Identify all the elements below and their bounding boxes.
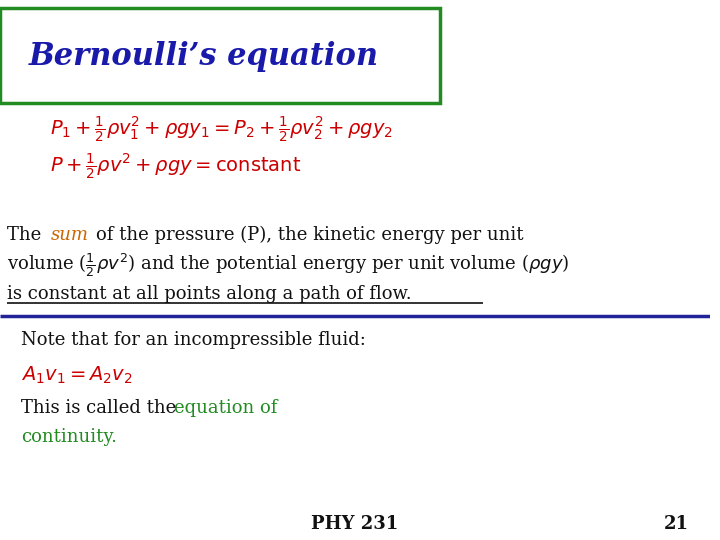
Text: $P+\frac{1}{2}\rho v^2+\rho g y=\mathrm{constant}$: $P+\frac{1}{2}\rho v^2+\rho g y=\mathrm{… <box>50 152 301 183</box>
Text: This is called the: This is called the <box>22 399 182 417</box>
Text: $P_1+\frac{1}{2}\rho v_1^2+\rho g y_1= P_2+\frac{1}{2}\rho v_2^2+\rho g y_2$: $P_1+\frac{1}{2}\rho v_1^2+\rho g y_1= P… <box>50 114 393 145</box>
Text: Bernoulli’s equation: Bernoulli’s equation <box>28 41 379 72</box>
Text: is constant at all points along a path of flow.: is constant at all points along a path o… <box>7 285 412 303</box>
Text: Note that for an incompressible fluid:: Note that for an incompressible fluid: <box>22 331 366 349</box>
Text: $A_1v_1=A_2v_2$: $A_1v_1=A_2v_2$ <box>22 364 133 386</box>
Text: volume ($\frac{1}{2}\rho v^2$) and the potential energy per unit volume ($\rho g: volume ($\frac{1}{2}\rho v^2$) and the p… <box>7 251 570 279</box>
FancyBboxPatch shape <box>0 8 440 103</box>
Text: 21: 21 <box>664 515 689 533</box>
Text: sum: sum <box>51 226 89 244</box>
Text: PHY 231: PHY 231 <box>312 515 399 533</box>
Text: of the pressure (P), the kinetic energy per unit: of the pressure (P), the kinetic energy … <box>96 226 523 244</box>
Text: equation of: equation of <box>174 399 277 417</box>
Text: The: The <box>7 226 47 244</box>
Text: continuity.: continuity. <box>22 428 117 447</box>
